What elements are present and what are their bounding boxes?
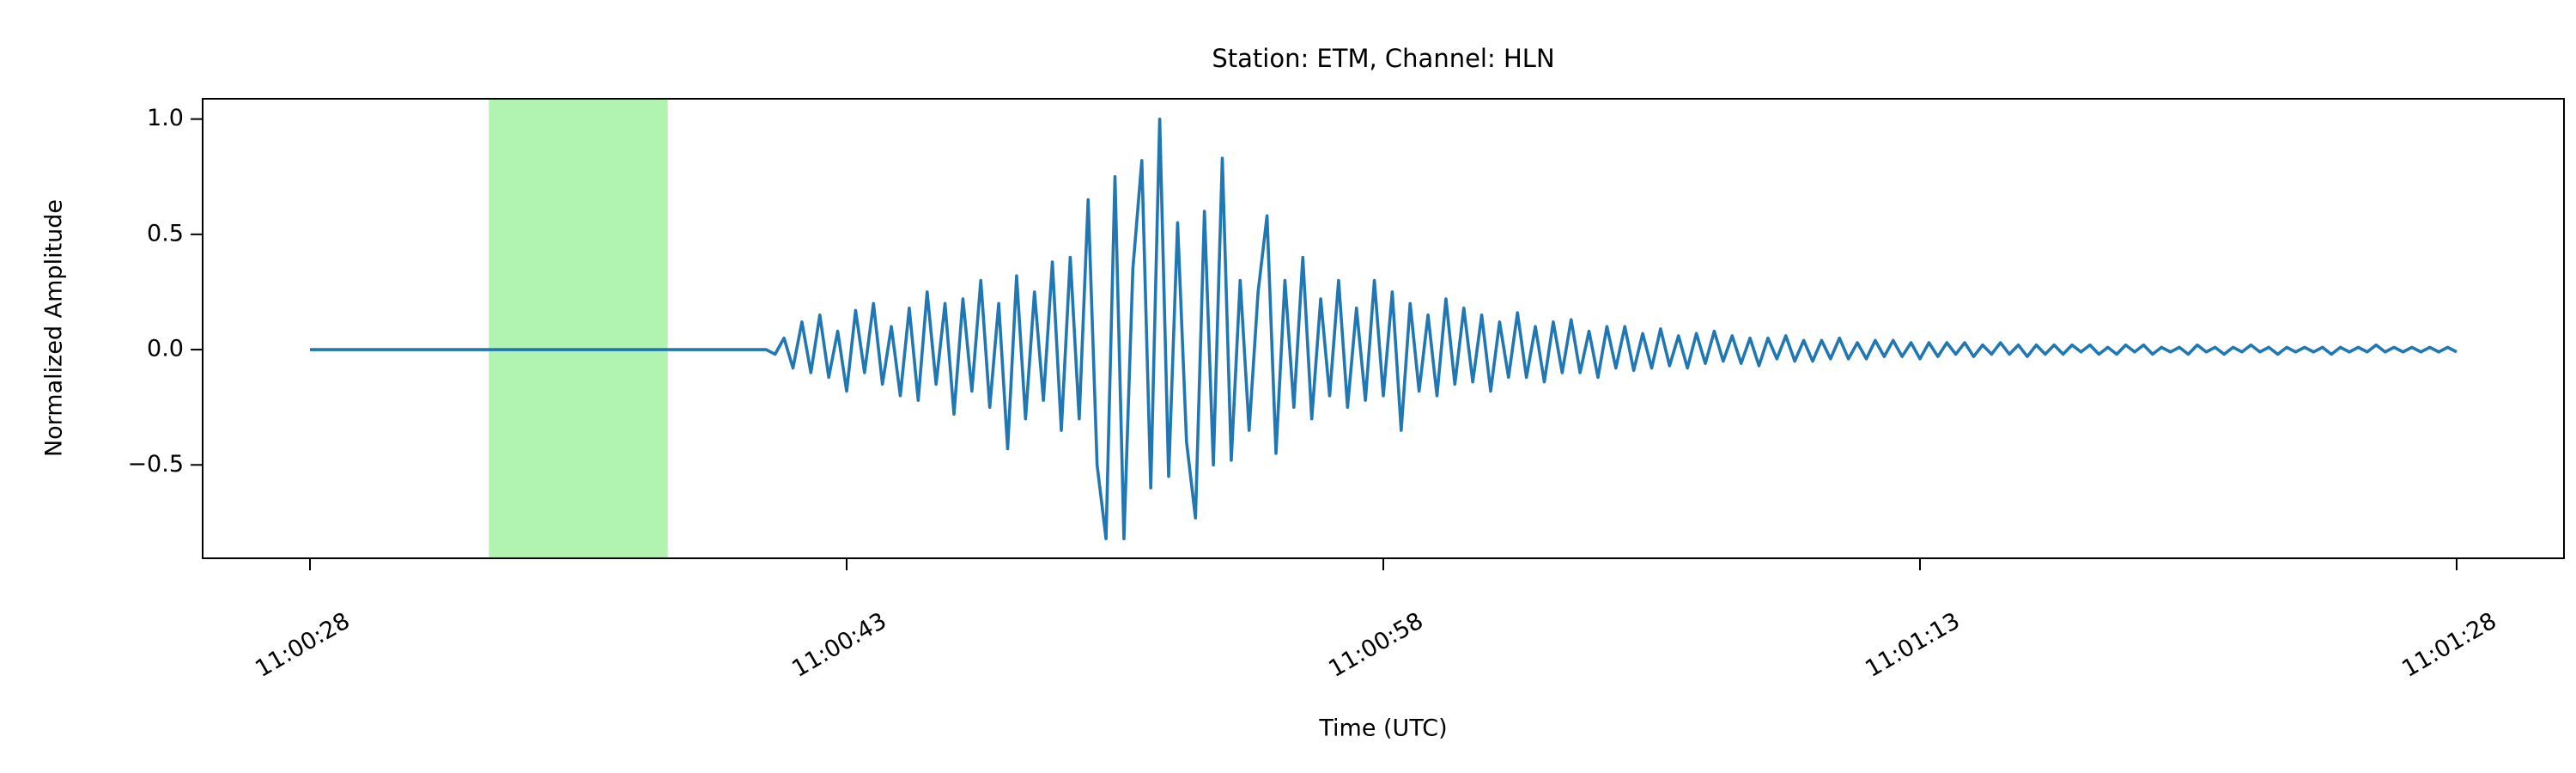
x-tick-label: 11:00:58 — [1324, 607, 1428, 682]
highlight-span — [489, 99, 668, 558]
x-tick-label: 11:00:43 — [787, 607, 891, 682]
x-tick-label: 11:01:13 — [1861, 607, 1965, 682]
y-tick-label: −0.5 — [127, 451, 184, 478]
chart-title: Station: ETM, Channel: HLN — [1212, 44, 1554, 73]
y-axis-label: Normalized Amplitude — [41, 199, 68, 457]
y-tick-label: 0.5 — [147, 220, 184, 247]
waveform-line — [310, 117, 2458, 540]
x-axis-label: Time (UTC) — [1318, 715, 1447, 742]
x-tick-label: 11:01:28 — [2397, 607, 2501, 682]
y-tick-label: 1.0 — [147, 105, 184, 131]
y-tick-label: 0.0 — [147, 336, 184, 362]
x-tick-label: 11:00:28 — [251, 607, 355, 682]
